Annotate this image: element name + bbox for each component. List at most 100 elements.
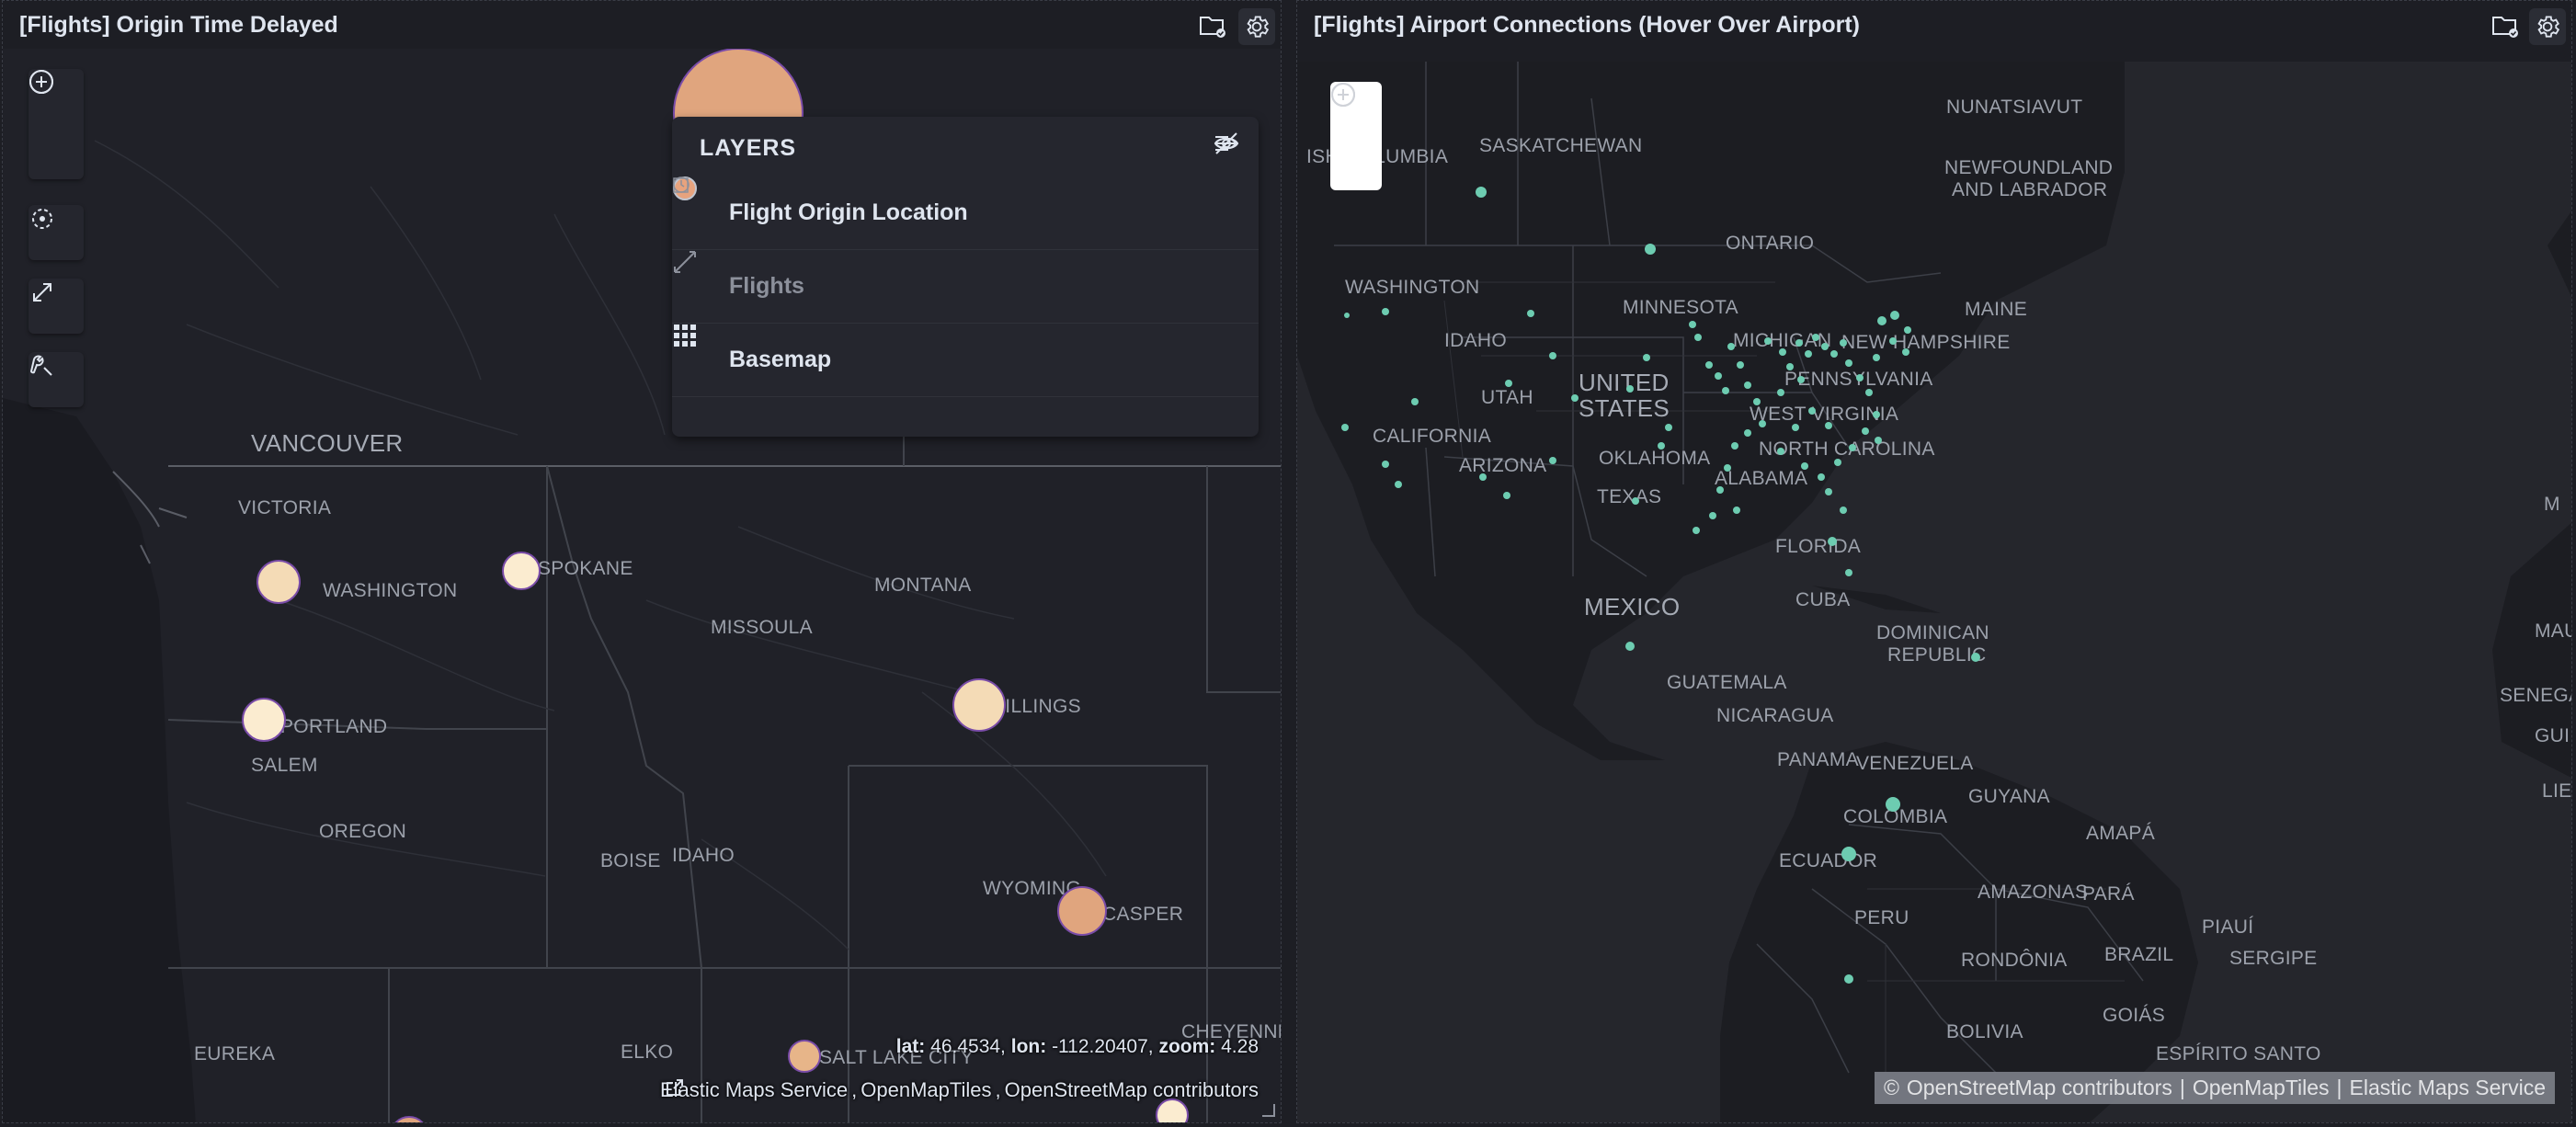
attribution-link[interactable]: OpenStreetMap contributors [1004, 1078, 1259, 1101]
map-label: GUIN [2535, 725, 2571, 746]
expand-icon [33, 283, 51, 302]
map-label: ARIZONA [1459, 455, 1547, 476]
zoom-controls [1330, 82, 1382, 190]
map-label: BRAZIL [2104, 944, 2174, 965]
map-label: AMAZONAS [1978, 882, 2089, 903]
map-label: MICHIGAN [1733, 330, 1832, 351]
map-label: NICARAGUA [1716, 705, 1834, 726]
gear-icon[interactable] [1238, 8, 1275, 45]
layers-title: LAYERS [700, 135, 797, 161]
map-label: SPOKANE [538, 558, 633, 579]
zoom-label: zoom: [1158, 1036, 1216, 1057]
map-label: PERU [1854, 907, 1909, 928]
layer-label: Flights [729, 272, 804, 299]
map-label: WASHINGTON [323, 580, 458, 601]
map-label: CALIFORNIA [1373, 426, 1492, 447]
map-label: AMAPÁ [2086, 823, 2156, 844]
map-label: PANAMA [1777, 749, 1859, 770]
layer-label: Flight Origin Location [729, 199, 968, 225]
tools-button[interactable] [28, 352, 84, 407]
map-label: MEXICO [1584, 593, 1681, 620]
set-view-button[interactable] [28, 205, 84, 260]
map-label: UTAH [1481, 387, 1533, 408]
map-label: WYOMING [983, 878, 1082, 899]
map-label: AND LABRADOR [1952, 179, 2108, 200]
map-label: IDAHO [1444, 330, 1508, 351]
map-label: BOLIVIA [1946, 1021, 2023, 1042]
folder-check-icon[interactable] [2487, 8, 2524, 45]
line-layer-icon [674, 251, 714, 300]
map-label: VICTORIA [238, 497, 332, 518]
zoom-value: 4.28 [1221, 1036, 1259, 1057]
map-canvas[interactable]: VANCOUVER VICTORIA WASHINGTON SPOKANE MO… [3, 49, 1281, 1122]
map-label: PENNSYLVANIA [1784, 369, 1933, 390]
map-label: EUREKA [194, 1043, 276, 1064]
map-label: LIE [2542, 780, 2572, 802]
map-label: ECUADOR [1779, 850, 1878, 871]
attribution-link[interactable]: OpenStreetMap contributors [1906, 1076, 2172, 1099]
map-canvas[interactable]: NUNATSIAVUT SASKATCHEWAN ISH COLUMBIA NE… [1297, 62, 2571, 1122]
gear-icon[interactable] [2529, 8, 2566, 45]
map-label: OREGON [319, 821, 407, 842]
map-label: M [2544, 494, 2560, 515]
map-label: MISSOULA [711, 617, 813, 638]
layer-row-basemap[interactable]: Basemap [672, 323, 1259, 397]
map-label: WASHINGTON [1345, 277, 1480, 298]
map-label: GUATEMALA [1667, 672, 1787, 693]
folder-check-icon[interactable] [1194, 8, 1231, 45]
map-label: STATES [1579, 394, 1670, 422]
layers-panel: LAYERS Flight Origin Location Flights Ba… [672, 117, 1259, 437]
map-label: GUYANA [1968, 786, 2050, 807]
resize-handle-icon[interactable] [1262, 1104, 1275, 1117]
map-label: ALABAMA [1715, 468, 1808, 489]
map-label: NUNATSIAVUT [1946, 97, 2083, 118]
fullscreen-button[interactable] [28, 279, 84, 334]
map-label: CASPER [1102, 904, 1184, 925]
map-label: BOISE [600, 850, 661, 871]
map-label: UNITED [1579, 369, 1670, 396]
basemap-graphics [1297, 62, 2571, 1122]
map-label: SALEM [251, 755, 318, 776]
lon-value: -112.20407, [1052, 1036, 1154, 1057]
attribution-link[interactable]: OpenMapTiles [2192, 1076, 2330, 1099]
map-label: MAU [2535, 620, 2571, 642]
external-link-icon [667, 1079, 683, 1096]
map-label: MAINE [1965, 299, 2028, 320]
coordinates-readout: lat: 46.4534, lon: -112.20407, zoom: 4.2… [896, 1036, 1259, 1058]
map-label: VANCOUVER [251, 429, 404, 457]
map-label: NEW HAMPSHIRE [1841, 332, 2011, 353]
zoom-out-button[interactable] [1330, 83, 1382, 188]
map-label: SALT LAKE CITY [819, 1047, 974, 1068]
map-attribution: © OpenStreetMap contributors | OpenMapTi… [1874, 1072, 2555, 1104]
map-label: ELKO [621, 1042, 674, 1063]
map-label: NORTH CAROLINA [1759, 438, 1935, 460]
map-label: FLORIDA [1775, 536, 1862, 557]
map-label: OKLAHOMA [1599, 448, 1711, 469]
attribution-link[interactable]: Elastic Maps Service [2349, 1076, 2546, 1099]
wrench-icon [29, 355, 52, 376]
map-label: ESPÍRITO SANTO [2156, 1043, 2321, 1064]
minus-circle-icon [1331, 83, 1355, 107]
layer-label: Basemap [729, 346, 832, 372]
layer-row-flights[interactable]: Flights [672, 249, 1259, 324]
layer-circle-swatch [673, 176, 714, 226]
map-label: PIAUÍ [2202, 916, 2254, 938]
map-label: TEXAS [1597, 486, 1662, 507]
map-label: SERGIPE [2229, 948, 2318, 969]
lat-value: 46.4534, [930, 1036, 1006, 1057]
crosshair-icon [32, 209, 52, 229]
lat-label: lat: [895, 1036, 926, 1057]
map-label: SENEGAL [2500, 685, 2571, 706]
map-label: ONTARIO [1726, 233, 1815, 254]
attribution-link[interactable]: Elastic Maps Service [659, 1078, 849, 1101]
zoom-controls [28, 69, 84, 179]
zoom-out-button[interactable] [28, 70, 84, 179]
map-label: IDAHO [672, 845, 735, 866]
map-label: REPUBLIC [1887, 644, 1987, 666]
map-label: PORTLAND [280, 716, 388, 737]
panel-title: [Flights] Origin Time Delayed [19, 12, 338, 38]
map-label: CUBA [1795, 589, 1851, 610]
layer-row-flight-origin[interactable]: Flight Origin Location [672, 176, 1259, 250]
attribution-link[interactable]: OpenMapTiles [861, 1078, 992, 1101]
copyright-icon: © [1883, 1076, 1899, 1099]
